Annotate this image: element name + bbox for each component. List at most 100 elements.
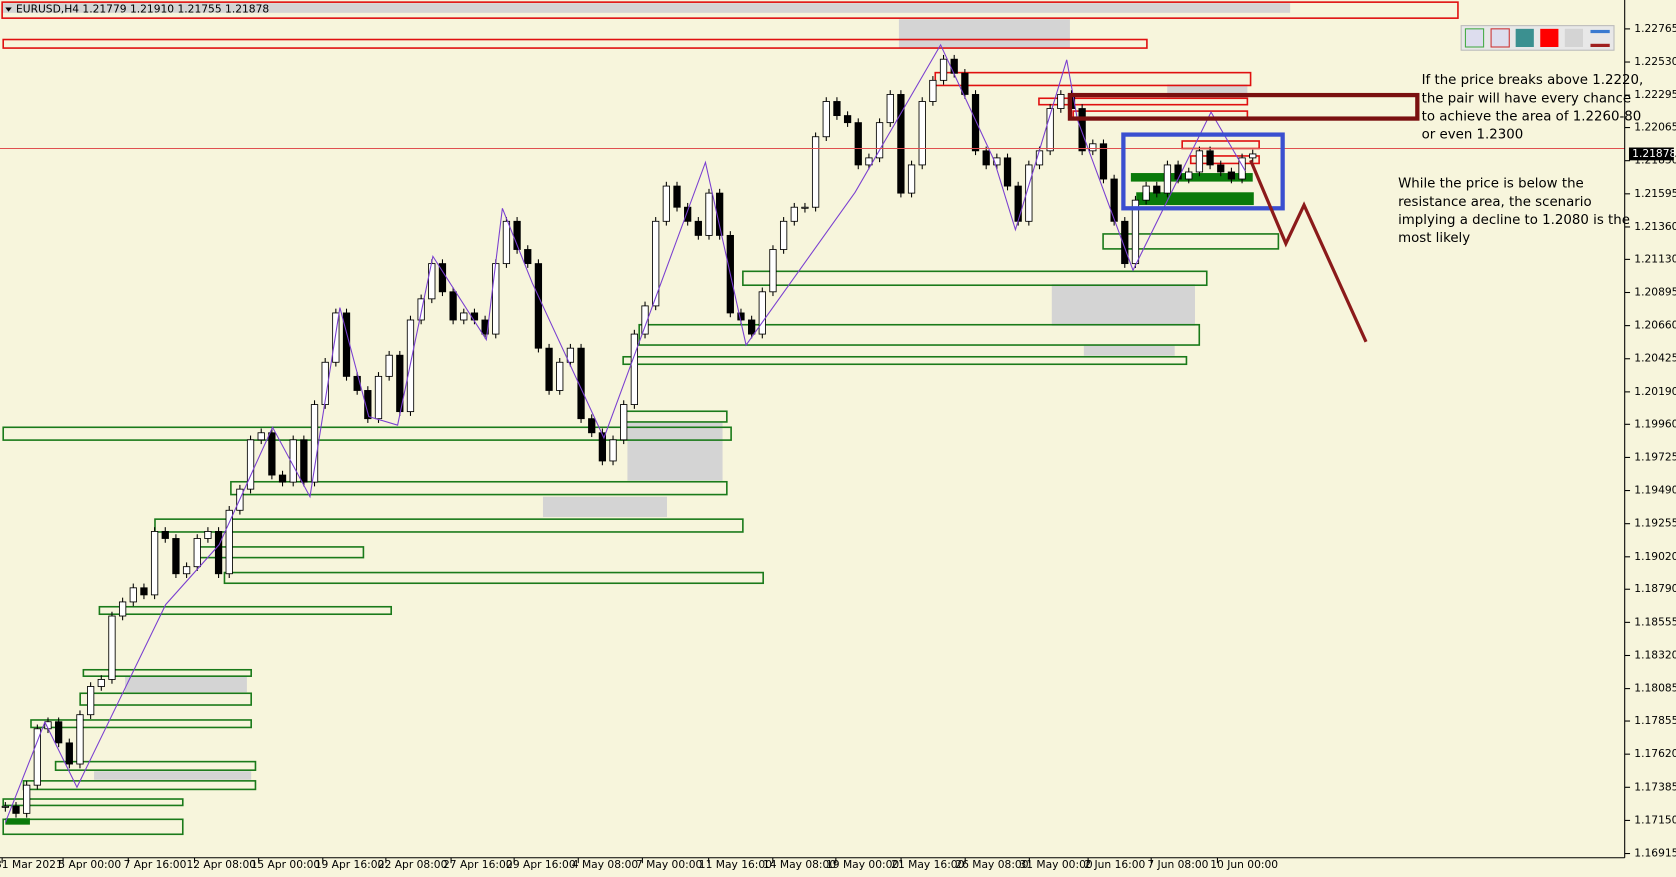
candle	[1099, 143, 1108, 180]
candle	[1057, 94, 1065, 109]
candle	[204, 531, 212, 539]
candle	[428, 263, 436, 300]
candle	[1185, 171, 1193, 180]
candle	[87, 686, 95, 716]
candle	[23, 784, 31, 814]
icon[interactable]	[1540, 28, 1559, 48]
toolbar-bg	[1460, 25, 1615, 51]
candle	[438, 263, 447, 293]
green-zone	[82, 668, 252, 677]
candle	[1046, 108, 1054, 152]
candle	[1131, 199, 1140, 265]
solid-zone	[5, 818, 30, 825]
candle	[33, 728, 41, 786]
y-tick-label: 1.19725	[1634, 450, 1676, 463]
candle	[140, 587, 148, 596]
y-tick-label: 1.20660	[1634, 319, 1676, 332]
annotations: If the price breaks above 1.2220, the pai…	[1398, 73, 1643, 246]
y-tick-label: 1.18085	[1634, 682, 1676, 695]
candle	[502, 220, 511, 265]
candle	[961, 72, 969, 95]
green-zone	[54, 760, 257, 771]
y-tick-label: 1.19490	[1634, 484, 1676, 497]
candle	[417, 298, 425, 321]
candle	[385, 354, 393, 377]
candle	[1025, 164, 1033, 222]
resistance-box	[1067, 92, 1420, 121]
candle	[1227, 171, 1236, 180]
candle	[833, 101, 841, 117]
icon[interactable]	[1590, 43, 1610, 48]
candle	[1142, 185, 1150, 201]
y-tick-label: 1.17855	[1634, 714, 1676, 727]
candle	[588, 418, 596, 434]
y-tick-label: 1.18790	[1634, 582, 1676, 595]
x-tick-label: 2 Jun 16:00	[1084, 858, 1145, 871]
candle	[193, 538, 201, 568]
candle	[684, 206, 692, 222]
x-tick-label: 7 May 00:00	[636, 858, 703, 871]
candle	[364, 390, 372, 420]
green-zone	[79, 692, 252, 706]
icon[interactable]	[1515, 28, 1534, 48]
y-tick-label: 1.18320	[1634, 648, 1676, 661]
green-zone	[638, 323, 1201, 346]
candle	[779, 220, 788, 250]
green-zone	[223, 571, 764, 585]
candle	[801, 206, 809, 209]
candle	[513, 220, 521, 250]
candle	[886, 94, 894, 124]
candle	[1206, 150, 1214, 166]
candle	[65, 742, 73, 765]
green-zone	[154, 518, 744, 533]
candle	[1249, 153, 1257, 159]
annotation-line: to achieve the area of 1.2260-80	[1422, 109, 1642, 124]
candle	[907, 164, 916, 194]
icon[interactable]	[1564, 28, 1584, 48]
annotation-line: most likely	[1398, 231, 1470, 246]
candle	[1110, 178, 1118, 222]
candle	[1121, 220, 1129, 265]
icon[interactable]	[1464, 28, 1485, 48]
icon[interactable]	[1490, 28, 1510, 48]
header-bar	[2, 3, 1291, 13]
candle	[310, 404, 319, 483]
candle	[950, 58, 958, 74]
candle	[982, 150, 990, 166]
candle	[268, 432, 276, 476]
candle	[278, 474, 287, 483]
candle	[993, 157, 1001, 166]
candle	[918, 101, 926, 166]
candle	[620, 404, 628, 441]
menu-arrow[interactable]	[5, 7, 12, 12]
candle	[556, 361, 564, 391]
candle	[577, 347, 585, 420]
annotation-line: While the price is below the	[1398, 177, 1584, 192]
candle	[865, 157, 873, 166]
candle	[470, 312, 479, 321]
gray-zone	[542, 496, 667, 518]
toolbar	[1460, 25, 1615, 51]
candle	[1089, 143, 1097, 152]
candle	[161, 531, 169, 539]
gray-zone	[627, 421, 723, 481]
candle	[246, 439, 255, 490]
green-zone	[742, 270, 1208, 287]
candle	[396, 354, 404, 413]
candle	[758, 291, 766, 335]
candle	[524, 249, 532, 265]
y-tick-label: 1.19020	[1634, 550, 1676, 563]
candle	[662, 185, 670, 222]
gray-zone	[1083, 345, 1175, 356]
green-zone	[22, 780, 257, 791]
green-zone	[623, 410, 728, 423]
forecast-arrow	[1249, 159, 1368, 343]
green-zone	[2, 426, 732, 441]
gray-zone	[94, 771, 252, 780]
candle	[1, 805, 9, 808]
price-axis-bg	[1624, 0, 1676, 877]
candle	[300, 439, 308, 483]
x-tick-label: 4 May 08:00	[572, 858, 639, 871]
y-tick-label: 1.19960	[1634, 417, 1676, 430]
icon[interactable]	[1590, 29, 1610, 34]
